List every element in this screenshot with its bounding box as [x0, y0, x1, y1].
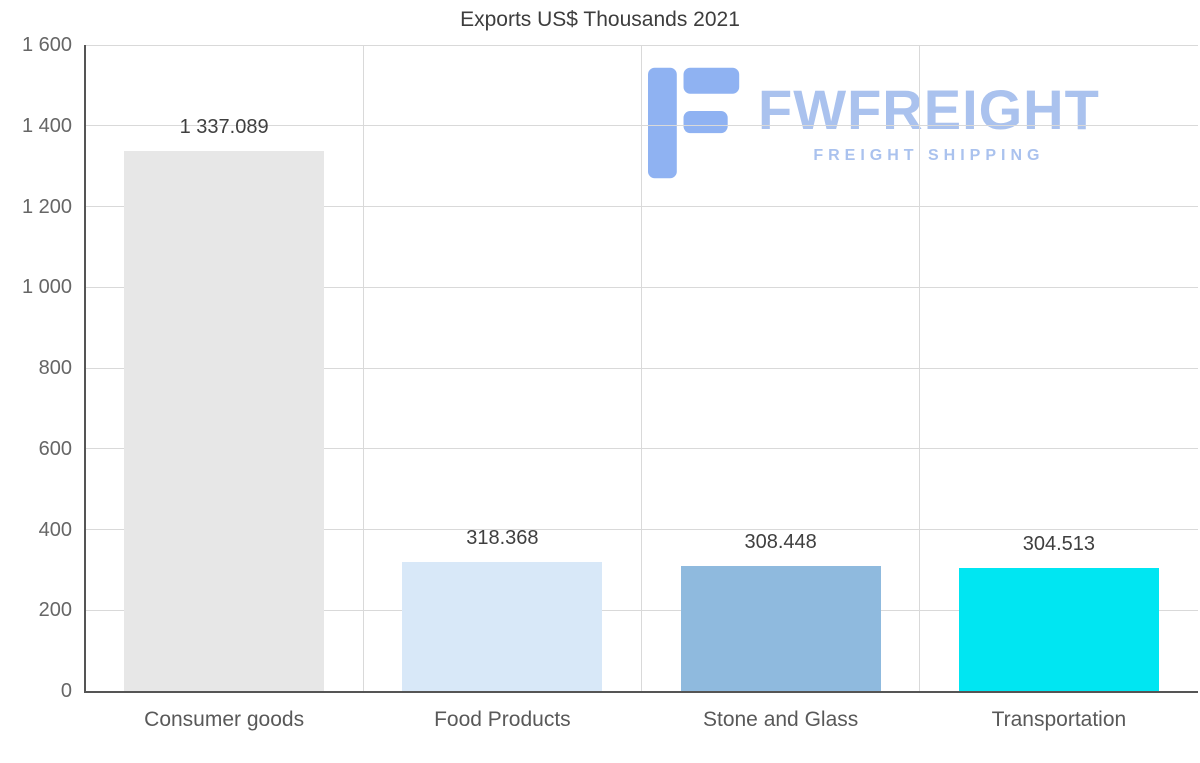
- bar: [402, 562, 603, 691]
- y-axis-tick-label: 1 000: [21, 276, 72, 299]
- watermark-brand-text: FWFREIGHT: [758, 78, 1100, 141]
- y-axis-tick-label: 0: [60, 680, 72, 702]
- y-axis-tick-label: 800: [38, 357, 72, 379]
- bar: [958, 568, 1159, 691]
- x-axis-line: [84, 691, 1198, 693]
- watermark-logo: FWFREIGHT FREIGHT SHIPPING: [648, 66, 1100, 180]
- y-axis-tick-label: 1 400: [21, 114, 72, 137]
- x-axis-category-label: Consumer goods: [144, 708, 305, 731]
- x-axis-category-label: Food Products: [434, 708, 571, 731]
- bar-value-label: 304.513: [1022, 533, 1096, 556]
- gridline-vertical: [919, 45, 921, 691]
- y-axis-tick-label: 1 600: [21, 34, 72, 56]
- gridline-vertical: [641, 45, 642, 691]
- y-axis-tick-label: 1 200: [21, 195, 72, 218]
- chart-title: Exports US$ Thousands 2021: [460, 8, 740, 31]
- x-axis-category-label: Transportation: [991, 708, 1127, 731]
- gridline-vertical: [362, 45, 364, 691]
- bar: [124, 151, 325, 691]
- bar-value-label: 308.448: [744, 531, 817, 554]
- y-axis-tick-label: 600: [38, 437, 72, 460]
- y-axis-tick-label: 400: [38, 518, 72, 541]
- freight-logo-icon: [648, 67, 740, 179]
- watermark-tagline-text: FREIGHT SHIPPING: [813, 147, 1045, 164]
- watermark-text-block: FWFREIGHT FREIGHT SHIPPING: [758, 81, 1100, 165]
- bar-value-label: 318.368: [466, 527, 539, 550]
- y-axis-line: [84, 45, 86, 693]
- x-axis-category-label: Stone and Glass: [702, 708, 859, 731]
- y-axis-tick-label: 200: [38, 599, 72, 622]
- bar: [680, 566, 881, 691]
- bar-value-label: 1 337.089: [179, 116, 269, 139]
